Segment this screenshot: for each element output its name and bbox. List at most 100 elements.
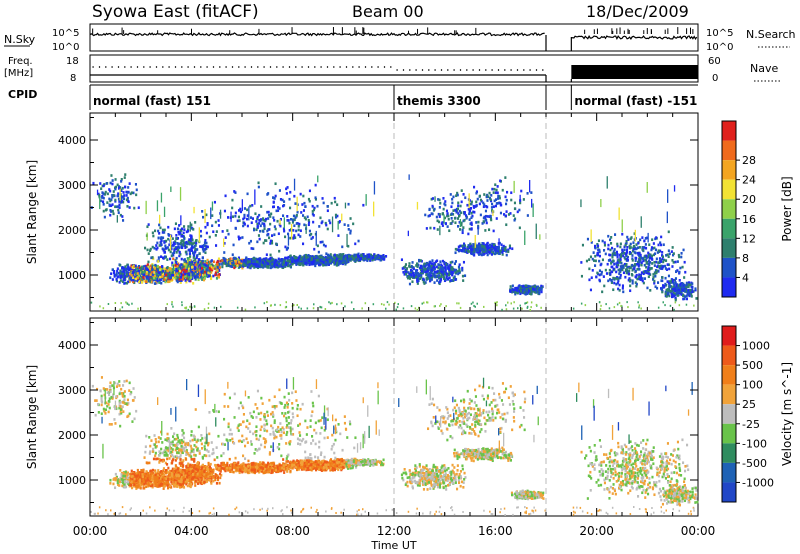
heatmap-cell [329, 260, 332, 263]
heatmap-cell [227, 263, 230, 267]
heatmap-cell [478, 253, 481, 256]
heatmap-cell [243, 221, 246, 225]
heatmap-cell [308, 189, 312, 193]
heatmap-cell [303, 201, 306, 205]
heatmap-cell [181, 276, 184, 280]
heatmap-cell [171, 261, 174, 265]
heatmap-cell [231, 206, 234, 210]
heatmap-cell [461, 266, 464, 270]
heatmap-cell [293, 194, 296, 198]
heatmap-cell [450, 270, 453, 274]
heatmap-cell [312, 255, 315, 259]
heatmap-cell [119, 269, 122, 273]
heatmap-cell [431, 265, 434, 269]
heatmap-cell [208, 260, 211, 264]
heatmap-cell [213, 265, 216, 268]
heatmap-cell [333, 262, 336, 266]
heatmap-cell [478, 194, 482, 198]
heatmap-cell [123, 267, 126, 271]
heatmap-cell [445, 262, 448, 266]
heatmap-cell [461, 268, 464, 272]
heatmap-cell [267, 266, 270, 269]
heatmap-cell [258, 257, 261, 261]
heatmap-cell [158, 270, 161, 274]
heatmap-cell [135, 279, 138, 282]
heatmap-cell [416, 278, 419, 282]
heatmap-cell [454, 251, 457, 255]
heatmap-cell [428, 207, 431, 211]
heatmap-cell [294, 259, 297, 263]
heatmap-cell [142, 276, 145, 279]
heatmap-cell [265, 258, 268, 262]
heatmap-cell [482, 242, 485, 246]
heatmap-cell [184, 250, 187, 254]
station-title: Syowa East (fitACF) [92, 2, 259, 22]
heatmap-cell [260, 205, 263, 208]
heatmap-cell [145, 270, 148, 274]
heatmap-cell [175, 256, 178, 260]
heatmap-cell [313, 257, 316, 260]
heatmap-cell [269, 262, 273, 265]
heatmap-cell [405, 267, 409, 270]
heatmap-cell [239, 210, 243, 214]
heatmap-cell [430, 271, 433, 275]
heatmap-cell [250, 221, 253, 225]
heatmap-cell [263, 260, 266, 263]
heatmap-cell [147, 266, 150, 269]
heatmap-cell [156, 241, 159, 245]
heatmap-cell [259, 261, 262, 264]
heatmap-cell [137, 265, 141, 268]
heatmap-cell [374, 254, 377, 258]
heatmap-cell [456, 207, 460, 211]
heatmap-cell [236, 258, 239, 261]
heatmap-cell [169, 257, 172, 261]
heatmap-cell [251, 204, 254, 207]
heatmap-cell [301, 203, 304, 206]
heatmap-cell [268, 236, 271, 240]
heatmap-cell [142, 268, 145, 272]
heatmap-cell [293, 234, 296, 237]
heatmap-cell [181, 246, 184, 249]
heatmap-cell [344, 255, 347, 259]
heatmap-cell [300, 211, 303, 214]
heatmap-cell [379, 258, 382, 262]
heatmap-cell [434, 260, 437, 264]
heatmap-cell [459, 228, 462, 231]
heatmap-cell [218, 269, 221, 272]
heatmap-cell [112, 271, 116, 275]
heatmap-cell [452, 195, 455, 199]
heatmap-cell [195, 274, 198, 277]
heatmap-cell [329, 221, 332, 225]
heatmap-cell [119, 264, 122, 267]
heatmap-cell [253, 228, 256, 232]
heatmap-cell [197, 271, 200, 275]
heatmap-cell [161, 228, 165, 232]
heatmap-cell [158, 268, 161, 272]
heatmap-cell [302, 214, 305, 217]
heatmap-cell [246, 217, 249, 221]
heatmap-cell [179, 267, 182, 271]
heatmap-cell [200, 234, 203, 238]
heatmap-cell [450, 212, 454, 216]
heatmap-cell [135, 272, 138, 275]
heatmap-cell [416, 282, 419, 285]
heatmap-cell [351, 256, 354, 260]
heatmap-cell [185, 240, 188, 244]
heatmap-cell [148, 272, 151, 276]
heatmap-cell [191, 260, 194, 264]
heatmap-cell [130, 264, 133, 268]
heatmap-cell [312, 220, 315, 224]
heatmap-cell [492, 229, 495, 233]
heatmap-cell [163, 251, 166, 254]
heatmap-cell [139, 266, 142, 270]
heatmap-cell [412, 271, 415, 275]
heatmap-cell [443, 270, 446, 274]
heatmap-cell [116, 267, 119, 271]
heatmap-cell [216, 266, 219, 269]
heatmap-cell [344, 262, 347, 265]
heatmap-cell [452, 279, 455, 282]
heatmap-cell [464, 196, 467, 200]
heatmap-cell [243, 259, 246, 262]
heatmap-cell [168, 267, 171, 270]
heatmap-cell [121, 273, 124, 276]
